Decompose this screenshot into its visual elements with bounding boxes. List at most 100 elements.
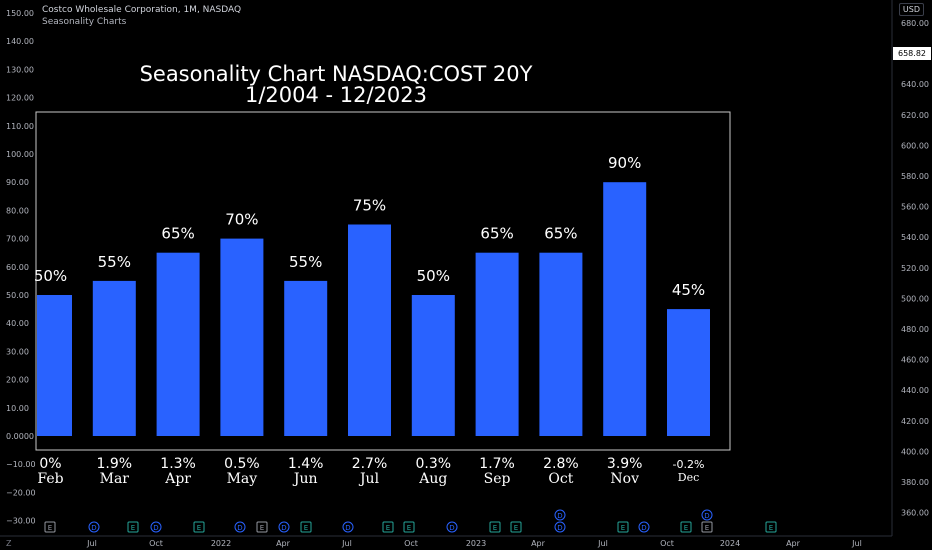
indicator-name: Seasonality Charts xyxy=(42,17,127,27)
bar-value-label: 55% xyxy=(98,253,131,271)
earnings-marker xyxy=(403,521,415,533)
time-axis-tick: Apr xyxy=(276,539,291,548)
earnings-marker xyxy=(765,521,777,533)
time-axis-tick: 2024 xyxy=(720,539,740,548)
left-axis-tick: 120.00 xyxy=(6,94,34,103)
time-axis-tick: 2022 xyxy=(211,539,231,548)
event-marker-label: D xyxy=(449,524,454,532)
event-marker-label: E xyxy=(48,524,52,532)
earnings-marker xyxy=(127,521,139,533)
event-marker-label: D xyxy=(557,512,562,520)
avg-return-label: 0% xyxy=(39,456,61,472)
left-axis-tick: 50.00 xyxy=(6,291,29,300)
event-marker-label: D xyxy=(345,524,350,532)
avg-return-label: 1.4% xyxy=(288,456,324,472)
month-label: Jun xyxy=(292,471,318,487)
earnings-marker xyxy=(617,521,629,533)
dividend-marker xyxy=(234,521,246,533)
event-marker-label: D xyxy=(641,524,646,532)
plot-frame xyxy=(35,111,731,451)
time-axis-tick: Jul xyxy=(851,539,862,548)
bar-dec xyxy=(667,309,710,436)
dividend-marker xyxy=(446,521,458,533)
right-axis-tick: 480.00 xyxy=(901,325,929,334)
bar-jun xyxy=(284,280,328,436)
chart-header: Costco Wholesale Corporation, 1M, NASDAQ… xyxy=(42,4,241,28)
bar-value-label: 45% xyxy=(672,281,705,299)
right-axis-tick: 440.00 xyxy=(901,386,929,395)
right-axis-tick: 380.00 xyxy=(901,478,929,487)
avg-return-label: 0.5% xyxy=(224,456,260,472)
time-axis-tick: 2023 xyxy=(466,539,486,548)
time-axis-tick: Oct xyxy=(660,539,674,548)
dividend-marker xyxy=(554,509,566,521)
left-axis-tick: 90.00 xyxy=(6,178,29,187)
event-marker-label: E xyxy=(131,524,135,532)
left-axis-tick: −10.00 xyxy=(6,460,36,469)
right-axis-tick: 540.00 xyxy=(901,233,929,242)
right-axis-tick: 580.00 xyxy=(901,172,929,181)
avg-return-label: -0.2% xyxy=(673,458,705,471)
earnings-marker xyxy=(256,521,268,533)
bar-oct xyxy=(539,252,583,436)
month-label: Sep xyxy=(484,471,511,487)
left-axis-tick: 80.00 xyxy=(6,206,29,215)
event-marker-label: E xyxy=(304,524,308,532)
avg-return-label: 2.8% xyxy=(543,456,579,472)
right-axis-tick: 560.00 xyxy=(901,203,929,212)
month-label: May xyxy=(227,471,258,487)
time-axis-tick: Jul xyxy=(86,539,97,548)
bar-aug xyxy=(411,295,455,436)
bar-value-label: 50% xyxy=(34,267,67,285)
bar-value-label: 70% xyxy=(225,211,258,229)
bar-mar xyxy=(92,280,136,436)
event-marker-label: E xyxy=(197,524,201,532)
left-axis-tick: 40.00 xyxy=(6,319,29,328)
dividend-marker xyxy=(278,521,290,533)
left-axis-tick: 130.00 xyxy=(6,65,34,74)
dividend-marker xyxy=(342,521,354,533)
left-axis-tick: 150.00 xyxy=(6,9,34,18)
bar-nov xyxy=(603,182,647,436)
earnings-marker xyxy=(510,521,522,533)
last-price-badge: 658.82 xyxy=(893,47,931,60)
time-axis-tick: Oct xyxy=(404,539,418,548)
event-marker-label: E xyxy=(705,524,709,532)
chart-subtitle: 1/2004 - 12/2023 xyxy=(245,83,427,107)
month-label: Apr xyxy=(164,471,191,487)
bar-apr xyxy=(156,252,200,436)
event-marker-label: D xyxy=(153,524,158,532)
dividend-marker xyxy=(150,521,162,533)
event-marker-label: D xyxy=(91,524,96,532)
event-marker-label: E xyxy=(407,524,411,532)
month-label: Dec xyxy=(678,471,700,484)
left-axis-tick: 110.00 xyxy=(6,122,34,131)
earnings-marker xyxy=(701,521,713,533)
earnings-marker xyxy=(489,521,501,533)
left-axis-tick: 140.00 xyxy=(6,37,34,46)
right-axis-tick: 460.00 xyxy=(901,356,929,365)
dividend-marker xyxy=(88,521,100,533)
event-marker-label: E xyxy=(386,524,390,532)
left-axis-tick: 100.00 xyxy=(6,150,34,159)
right-axis-tick: 520.00 xyxy=(901,264,929,273)
bar-sep xyxy=(475,252,519,436)
bar-value-label: 65% xyxy=(544,225,577,243)
avg-return-label: 1.9% xyxy=(97,456,133,472)
event-marker-label: E xyxy=(621,524,625,532)
time-axis-tick: Jul xyxy=(597,539,608,548)
event-marker-label: E xyxy=(769,524,773,532)
time-axis-tick: Apr xyxy=(531,539,546,548)
dividend-marker xyxy=(554,521,566,533)
dividend-marker xyxy=(701,509,713,521)
bar-value-label: 55% xyxy=(289,253,322,271)
currency-label[interactable]: USD xyxy=(898,3,924,16)
right-axis-tick: 400.00 xyxy=(901,447,929,456)
right-axis-tick: 600.00 xyxy=(901,141,929,150)
left-axis-tick: 0.0000 xyxy=(6,432,34,441)
event-marker-label: D xyxy=(281,524,286,532)
avg-return-label: 2.7% xyxy=(352,456,388,472)
bar-value-label: 50% xyxy=(417,267,450,285)
month-label: Jul xyxy=(358,471,380,487)
